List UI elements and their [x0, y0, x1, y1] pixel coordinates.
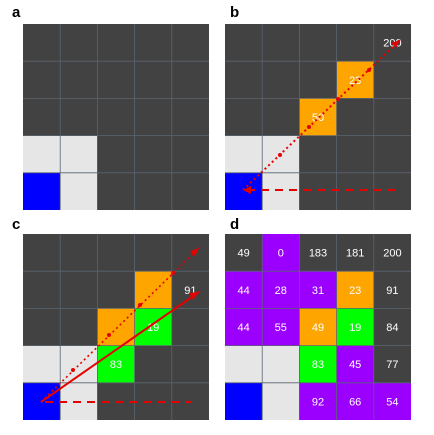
- grid-layer: [23, 24, 209, 210]
- grid-cell-green: [97, 345, 135, 383]
- cell-value: 92: [312, 396, 324, 408]
- cell-value: 183: [309, 248, 327, 260]
- cell-value: 49: [237, 248, 249, 260]
- grid-cell-purple: [262, 271, 300, 309]
- grid-cell-purple: [225, 271, 263, 309]
- dotted-ray-arrowhead: [190, 248, 199, 256]
- cell-value: 19: [349, 322, 361, 334]
- cell-value: 31: [312, 285, 324, 297]
- grid-layer: 49 0 183 181 200 44 28 31 23 91 44 55 49 19 84 83 45 77 92…: [225, 234, 411, 420]
- dotted-ray-line: [242, 39, 401, 191]
- cell-value: 55: [275, 322, 287, 334]
- grid-cell-orange: [299, 308, 337, 346]
- grid-cell-orange: [336, 61, 374, 99]
- grid-cell-purple: [299, 382, 337, 420]
- cell-value: 83: [312, 359, 324, 371]
- grid-cell-light: [23, 135, 61, 173]
- grid-layer: 2002350: [225, 24, 411, 210]
- cell-value: 44: [237, 322, 249, 334]
- grid-cell-purple: [299, 271, 337, 309]
- cell-value: 77: [386, 359, 398, 371]
- grid-cell-orange: [97, 308, 135, 346]
- grid-cell-purple: [336, 382, 374, 420]
- grid-cell-blue: [225, 172, 263, 210]
- grid-cell-purple: [336, 345, 374, 383]
- cell-value: 49: [312, 322, 324, 334]
- grid-cell-orange: [299, 98, 337, 136]
- grid-cell-blue: [23, 172, 61, 210]
- ray-dot: [336, 97, 340, 101]
- grid-cell-purple: [262, 234, 300, 272]
- grid-panel-b: 2002350: [225, 24, 411, 210]
- ray-dot: [71, 368, 75, 372]
- ray-arrowhead: [391, 40, 400, 48]
- panel-label-c: c: [12, 216, 21, 233]
- grid-cell-light: [60, 172, 98, 210]
- cell-value: 200: [383, 248, 401, 260]
- cell-value: 50: [312, 112, 324, 124]
- solid-ray-arrowhead: [189, 292, 199, 300]
- ray-dot: [307, 125, 311, 129]
- ray-dot: [367, 68, 371, 72]
- cell-value: 83: [110, 359, 122, 371]
- grid-cell-green: [299, 345, 337, 383]
- cell-value: 54: [386, 396, 398, 408]
- cell-value: 44: [237, 285, 249, 297]
- grid-cell-light: [262, 345, 300, 383]
- grid-cell-light: [60, 135, 98, 173]
- cell-value: 23: [349, 285, 361, 297]
- cell-value: 84: [386, 322, 398, 334]
- cell-value: 66: [349, 396, 361, 408]
- cell-value: 28: [275, 285, 287, 297]
- ray-dot: [278, 153, 282, 157]
- ray-overlay-c: [40, 247, 200, 403]
- panel-label-d: d: [230, 216, 240, 233]
- cell-value: 91: [386, 285, 398, 297]
- grid-cell-purple: [373, 382, 411, 420]
- grid-cell-light: [262, 382, 300, 420]
- cell-value: 23: [349, 75, 361, 87]
- grid-cell-orange: [336, 271, 374, 309]
- cell-value: 181: [346, 248, 364, 260]
- baseline-arrowhead: [243, 186, 251, 194]
- grid-cell-light: [23, 345, 61, 383]
- grid-cell-orange: [134, 271, 172, 309]
- panel-label-a: a: [12, 4, 21, 21]
- grid-cell-light: [262, 172, 300, 210]
- cell-value: 0: [278, 248, 284, 260]
- cell-value: 45: [349, 359, 361, 371]
- grid-cell-blue: [225, 382, 263, 420]
- grid-panel-d: 49 0 183 181 200 44 28 31 23 91 44 55 49 19 84 83 45 77 92…: [225, 234, 411, 420]
- solid-ray-line: [40, 291, 200, 403]
- dotted-ray-line: [40, 247, 200, 403]
- ray-dot: [171, 271, 175, 275]
- grid-panel-a: [23, 24, 209, 210]
- ray-overlay-b: [242, 39, 401, 194]
- grid-cell-light: [225, 135, 263, 173]
- grid-cell-green: [336, 308, 374, 346]
- grid-cell-purple: [225, 308, 263, 346]
- ray-dot: [107, 333, 111, 337]
- grid-cell-purple: [262, 308, 300, 346]
- ray-dot: [138, 303, 142, 307]
- grid-cell-light: [225, 345, 263, 383]
- panel-label-b: b: [230, 4, 240, 21]
